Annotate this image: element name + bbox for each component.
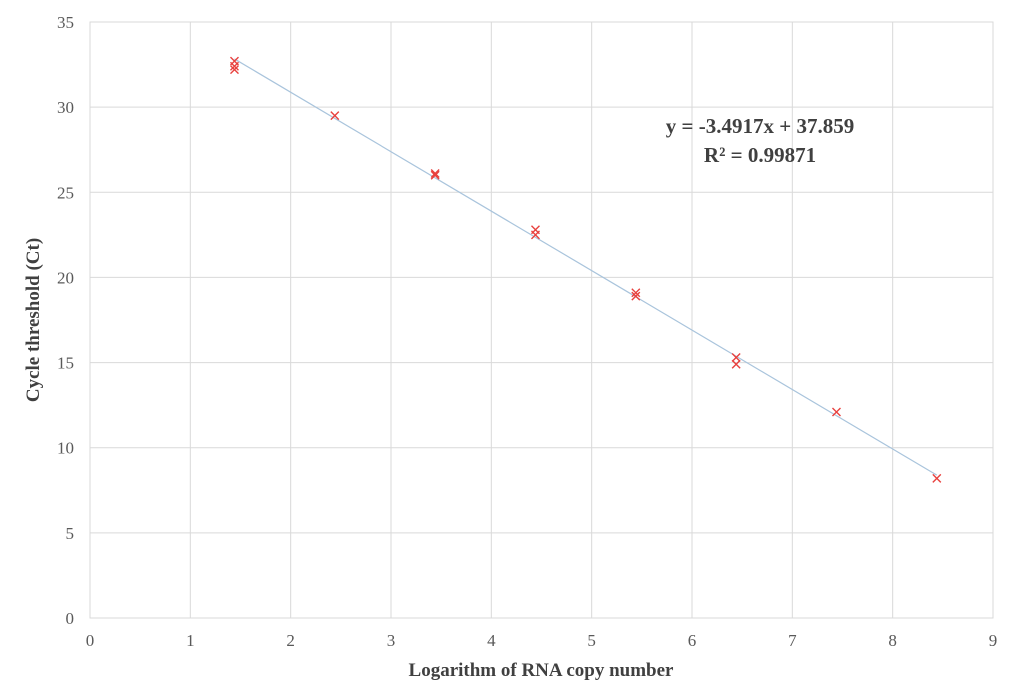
x-tick-label: 8 [888, 631, 897, 650]
y-axis-ticks: 0 5 10 15 20 25 30 35 [57, 13, 74, 628]
y-tick-label: 15 [57, 354, 74, 373]
point-marker-stroke [731, 359, 741, 369]
data-point [631, 291, 641, 301]
y-tick-label: 35 [57, 13, 74, 32]
y-axis-title: Cycle threshold (Ct) [23, 238, 44, 402]
linear-trendline [234, 58, 938, 476]
data-points [229, 56, 942, 483]
x-tick-label: 9 [989, 631, 998, 650]
data-point [229, 61, 239, 71]
y-tick-label: 10 [57, 439, 74, 458]
x-tick-label: 0 [86, 631, 95, 650]
x-tick-label: 3 [387, 631, 396, 650]
data-point [229, 65, 239, 75]
y-tick-label: 20 [57, 268, 74, 287]
plot-area [89, 21, 994, 619]
data-point [831, 407, 841, 417]
point-marker-stroke [530, 230, 540, 240]
point-marker-stroke [330, 111, 340, 121]
x-tick-label: 1 [186, 631, 195, 650]
data-point [330, 111, 340, 121]
gridlines [90, 22, 993, 618]
data-point [430, 169, 440, 179]
point-marker-stroke [430, 169, 440, 179]
x-axis-ticks: 0 1 2 3 4 5 6 7 8 9 [86, 631, 998, 650]
trendline-equation: y = -3.4917x + 37.859 [666, 114, 854, 138]
data-point [731, 359, 741, 369]
point-marker-stroke [229, 65, 239, 75]
point-marker-stroke [430, 170, 440, 180]
point-marker-stroke [631, 288, 641, 298]
point-marker-stroke [631, 291, 641, 301]
x-tick-label: 7 [788, 631, 797, 650]
point-marker-stroke [229, 61, 239, 71]
data-point [731, 352, 741, 362]
x-tick-label: 6 [688, 631, 697, 650]
trendline-r-squared: R² = 0.99871 [704, 143, 816, 167]
x-tick-label: 2 [286, 631, 295, 650]
y-tick-label: 5 [66, 524, 75, 543]
point-marker-stroke [731, 352, 741, 362]
point-marker-stroke [932, 473, 942, 483]
x-axis-title: Logarithm of RNA copy number [409, 660, 675, 681]
y-tick-label: 0 [66, 609, 75, 628]
y-tick-label: 25 [57, 183, 74, 202]
data-point [631, 288, 641, 298]
data-point [530, 230, 540, 240]
point-marker-stroke [831, 407, 841, 417]
x-tick-label: 4 [487, 631, 496, 650]
data-point [430, 170, 440, 180]
x-tick-label: 5 [587, 631, 596, 650]
data-point [932, 473, 942, 483]
y-tick-label: 30 [57, 98, 74, 117]
